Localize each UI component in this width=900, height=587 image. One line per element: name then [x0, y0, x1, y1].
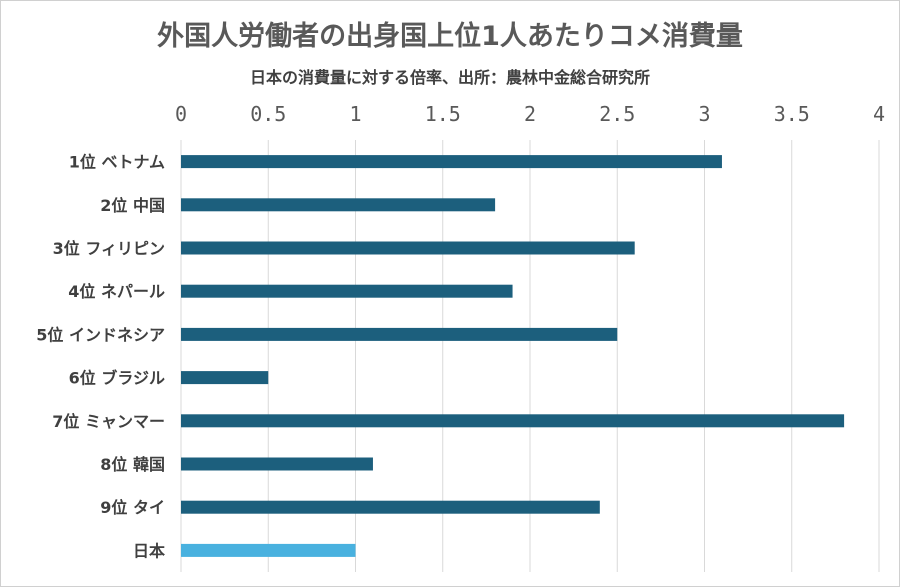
x-axis-ticks: 0 0.5 1 1.5 2 2.5 3 3.5 4 — [175, 102, 885, 126]
category-label: 9位 タイ — [100, 498, 165, 517]
bar — [181, 198, 496, 212]
category-label: 4位 ネパール — [68, 282, 165, 301]
bar — [181, 327, 618, 341]
x-tick-label: 2.5 — [599, 102, 635, 126]
category-label: 2位 中国 — [100, 196, 165, 215]
grid-lines — [180, 140, 880, 572]
chart-subtitle: 日本の消費量に対する倍率、出所：農林中金総合研究所 — [249, 68, 650, 87]
bar — [181, 241, 635, 255]
bars — [181, 155, 845, 557]
x-tick-label: 0.5 — [250, 102, 286, 126]
category-label: 3位 フィリピン — [53, 239, 165, 258]
x-tick-label: 4 — [873, 102, 885, 126]
x-tick-label: 3.5 — [774, 102, 810, 126]
category-label: 1位 ベトナム — [69, 153, 165, 172]
x-tick-label: 2 — [524, 102, 536, 126]
bar — [181, 371, 269, 385]
x-tick-label: 1.5 — [425, 102, 461, 126]
category-label: 6位 ブラジル — [69, 369, 165, 388]
bar — [181, 543, 356, 557]
bar — [181, 457, 373, 471]
category-labels: 1位 ベトナム 2位 中国 3位 フィリピン 4位 ネパール 5位 インドネシア 6位 ブ… — [36, 153, 165, 561]
chart-title: 外国人労働者の出身国上位1人あたりコメ消費量 — [157, 21, 743, 52]
bar — [181, 414, 845, 428]
bar — [181, 284, 513, 298]
x-tick-label: 3 — [698, 102, 710, 126]
category-label: 7位 ミャンマー — [52, 412, 165, 431]
category-label: 8位 韓国 — [100, 455, 165, 474]
bar — [181, 155, 722, 169]
category-label: 5位 インドネシア — [36, 325, 165, 344]
category-label: 日本 — [133, 541, 165, 560]
x-tick-label: 0 — [175, 102, 187, 126]
x-tick-label: 1 — [349, 102, 361, 126]
bar — [181, 500, 600, 514]
